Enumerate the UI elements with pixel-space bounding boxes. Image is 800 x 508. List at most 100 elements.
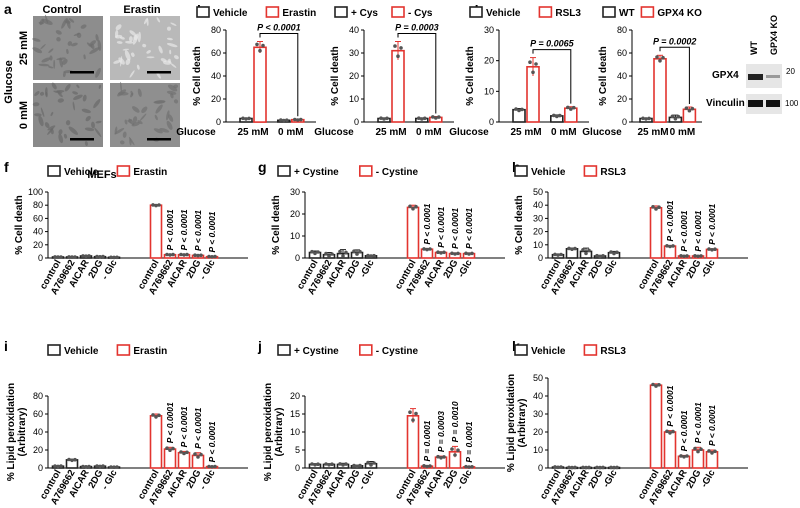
data-point [682,254,686,259]
micrograph-col-label-control: Control [42,4,81,16]
micrograph-cell [98,84,102,89]
data-point [431,115,435,119]
legend-label-vehicle: Vehicle [64,167,99,178]
micrograph-cell [76,84,80,89]
micrograph-cell [38,21,44,25]
data-point [207,464,211,469]
legend-swatch-vehicle [277,344,291,356]
data-point [514,107,518,111]
data-point [67,255,71,259]
p-value: P < 0.0001 [436,206,446,247]
blot-marker-100: 100 [785,99,799,108]
y-tick-label: 10 [484,86,494,96]
micrograph-cell [95,120,102,124]
micrograph-cell [39,91,45,96]
data-point [456,448,460,453]
x-tick-label: -Glc [601,468,620,490]
data-point [199,253,203,258]
micrograph-cell [48,66,54,69]
data-point [193,452,197,456]
data-point [464,464,468,469]
p-value: P < 0.0001 [693,402,703,443]
data-point [567,465,571,470]
x-tick-label: - Glc [100,468,120,492]
data-point [408,410,412,415]
micrograph-cell [83,54,86,60]
data-point [56,464,60,469]
data-point [355,464,359,469]
data-point [573,465,577,470]
x-tick-label: - Glc [100,258,120,282]
data-point [210,254,214,259]
blot-band-gpx4-wt [748,74,763,80]
y-axis-label-unit: (Arbitrary) [517,399,528,448]
data-point [285,118,289,122]
micrograph-cell [120,81,122,93]
legend-swatch-vehicle [47,165,61,177]
micrograph-cell [32,102,40,107]
data-point [59,464,63,468]
micrograph-cell [119,36,125,40]
micrograph-cell [80,24,87,29]
micrograph-cell [166,37,173,41]
bar-- Cystine [406,414,420,469]
data-point [436,250,440,254]
data-point [601,465,605,470]
p-value: P = 0.0003 [395,23,438,33]
p-value: P = 0.0065 [530,39,574,49]
p-value: P < 0.0001 [179,406,189,447]
legend-swatch-vehicle [47,344,61,356]
legend: Vehicle Erastin [47,165,167,178]
micrograph-cell [41,57,51,63]
micrograph-cell [53,90,63,94]
data-point [425,247,429,252]
micrograph-cell [132,116,138,123]
data-point [171,446,175,451]
y-tick-label: 20 [533,227,543,237]
data-point [651,205,655,209]
data-point [258,48,262,53]
x-tick-label: 0 mM [416,127,442,138]
y-axis-label-unit: (Arbitrary) [17,408,28,457]
y-tick-label: 40 [617,71,627,81]
y-tick-label: 20 [349,71,359,81]
legend: WT GPX4 KO [602,6,702,19]
data-point [572,105,576,110]
legend-label-treated: RSL3 [600,346,626,357]
data-point [411,418,415,422]
y-axis-label: % Lipid peroxidation [6,383,17,481]
blot-col-label-gpx4ko: GPX4 KO [769,15,779,55]
significance-bracket [259,33,299,117]
bar-RSL3 [663,431,677,469]
data-point [366,253,370,258]
data-point [244,117,248,121]
y-tick-label: 60 [211,48,221,58]
data-point [101,254,105,259]
y-tick-label: 80 [211,25,221,35]
micrograph-cell [47,127,54,135]
data-point [385,116,389,121]
micrograph-cell [57,98,64,103]
data-point [612,465,616,470]
significance-bracket [659,46,690,105]
data-point [369,254,373,258]
data-point [684,106,689,110]
p-value: P < 0.0001 [207,421,217,462]
micrograph-cell [73,33,81,36]
micrograph-cell [158,45,163,54]
micrograph-cell [50,111,54,117]
p-value: P = 0.0003 [436,411,446,452]
y-tick-label: 60 [33,409,43,419]
legend-label-treated: Erastin [133,346,167,357]
data-point [358,249,362,254]
data-point [355,252,359,256]
y-tick-label: 80 [617,25,627,35]
legend-swatch-vehicle [277,165,291,177]
data-point [437,115,441,119]
micrograph-cell [130,52,135,57]
bar-RSL3 [649,207,663,259]
data-point [668,431,672,435]
micrograph-row-label-25mM: 25 mM [18,31,30,65]
